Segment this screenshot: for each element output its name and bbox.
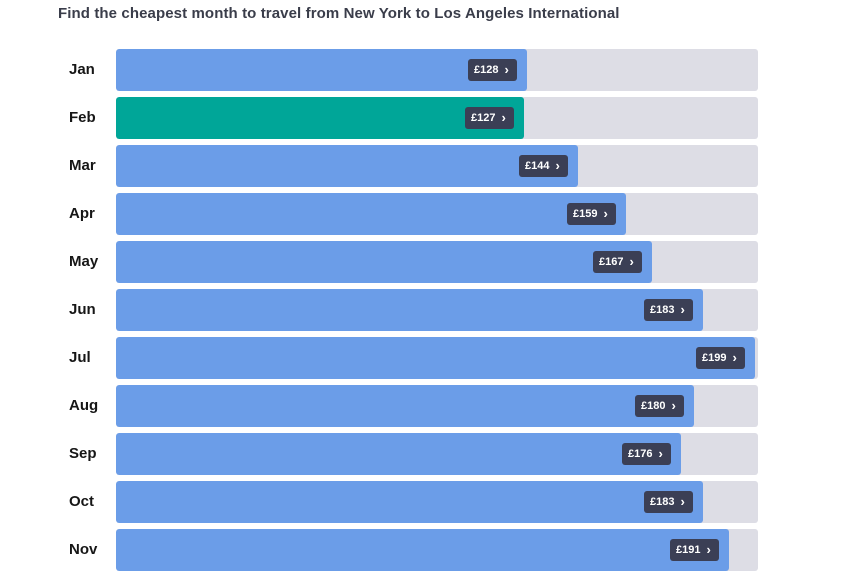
month-row-jun: Jun £183 ›	[0, 289, 865, 331]
chevron-right-icon: ›	[706, 542, 711, 557]
month-label: Aug	[69, 397, 99, 414]
month-row-jul: Jul £199 ›	[0, 337, 865, 379]
price-label: £128	[474, 64, 499, 76]
price-badge[interactable]: £167 ›	[593, 251, 642, 273]
month-row-aug: Aug £180 ›	[0, 385, 865, 427]
month-label: Jan	[69, 61, 95, 78]
month-label: Oct	[69, 493, 95, 510]
price-badge[interactable]: £144 ›	[519, 155, 568, 177]
month-row-apr: Apr £159 ›	[0, 193, 865, 235]
month-label: Jun	[69, 301, 96, 318]
price-label: £191	[676, 544, 701, 556]
price-label: £127	[471, 112, 496, 124]
month-bar-track[interactable]: £180 ›	[116, 385, 758, 427]
price-bar[interactable]	[116, 337, 755, 379]
month-label: Nov	[69, 541, 98, 558]
price-bar[interactable]	[116, 241, 652, 283]
month-bar-track[interactable]: £127 ›	[116, 97, 758, 139]
chevron-right-icon: ›	[555, 158, 560, 173]
price-bar[interactable]	[116, 433, 681, 475]
price-label: £183	[650, 304, 675, 316]
month-row-nov: Nov £191 ›	[0, 529, 865, 571]
price-label: £183	[650, 496, 675, 508]
price-label: £199	[702, 352, 727, 364]
chevron-right-icon: ›	[680, 494, 685, 509]
chevron-right-icon: ›	[671, 398, 676, 413]
price-label: £167	[599, 256, 624, 268]
chevron-right-icon: ›	[732, 350, 737, 365]
price-badge[interactable]: £180 ›	[635, 395, 684, 417]
month-bar-track[interactable]: £183 ›	[116, 481, 758, 523]
month-bar-track[interactable]: £199 ›	[116, 337, 758, 379]
month-bar-track[interactable]: £191 ›	[116, 529, 758, 571]
month-label: Apr	[69, 205, 95, 222]
cheapest-month-bar[interactable]	[116, 97, 524, 139]
chevron-right-icon: ›	[658, 446, 663, 461]
price-bar[interactable]	[116, 481, 703, 523]
month-label: Sep	[69, 445, 97, 462]
month-row-sep: Sep £176 ›	[0, 433, 865, 475]
month-bar-track[interactable]: £159 ›	[116, 193, 758, 235]
price-badge[interactable]: £199 ›	[696, 347, 745, 369]
price-badge[interactable]: £191 ›	[670, 539, 719, 561]
month-bar-track[interactable]: £167 ›	[116, 241, 758, 283]
month-label: May	[69, 253, 99, 270]
price-badge[interactable]: £176 ›	[622, 443, 671, 465]
month-label: Feb	[69, 109, 96, 126]
price-label: £176	[628, 448, 653, 460]
price-bar[interactable]	[116, 193, 626, 235]
price-badge[interactable]: £183 ›	[644, 491, 693, 513]
month-row-feb: Feb £127 ›	[0, 97, 865, 139]
price-bar[interactable]	[116, 529, 729, 571]
chevron-right-icon: ›	[603, 206, 608, 221]
price-badge[interactable]: £159 ›	[567, 203, 616, 225]
price-badge[interactable]: £183 ›	[644, 299, 693, 321]
chevron-right-icon: ›	[629, 254, 634, 269]
chevron-right-icon: ›	[504, 62, 509, 77]
month-bar-track[interactable]: £144 ›	[116, 145, 758, 187]
month-bar-track[interactable]: £128 ›	[116, 49, 758, 91]
month-bar-track[interactable]: £183 ›	[116, 289, 758, 331]
price-bar[interactable]	[116, 49, 527, 91]
month-label: Jul	[69, 349, 91, 366]
month-row-oct: Oct £183 ›	[0, 481, 865, 523]
month-row-may: May £167 ›	[0, 241, 865, 283]
price-badge[interactable]: £128 ›	[468, 59, 517, 81]
price-bar[interactable]	[116, 385, 694, 427]
price-badge[interactable]: £127 ›	[465, 107, 514, 129]
price-label: £180	[641, 400, 666, 412]
month-label: Mar	[69, 157, 96, 174]
month-bar-track[interactable]: £176 ›	[116, 433, 758, 475]
month-row-mar: Mar £144 ›	[0, 145, 865, 187]
price-label: £144	[525, 160, 550, 172]
price-label: £159	[573, 208, 598, 220]
chevron-right-icon: ›	[680, 302, 685, 317]
price-bar[interactable]	[116, 289, 703, 331]
month-row-jan: Jan £128 ›	[0, 49, 865, 91]
page-title: Find the cheapest month to travel from N…	[58, 5, 620, 22]
price-bar[interactable]	[116, 145, 578, 187]
chevron-right-icon: ›	[501, 110, 506, 125]
